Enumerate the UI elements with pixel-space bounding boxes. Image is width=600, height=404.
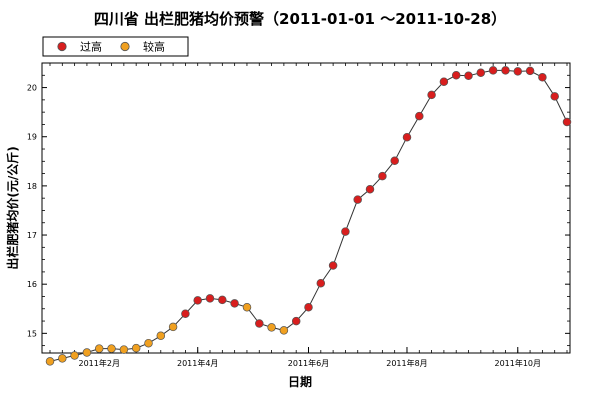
- data-point-high: [550, 92, 559, 101]
- y-axis-label: 出栏肥猪均价(元/公斤): [5, 146, 20, 269]
- y-tick-label: 18: [27, 182, 37, 191]
- data-point-mid: [156, 331, 166, 341]
- data-point-mid: [119, 345, 129, 354]
- data-point-high: [439, 77, 449, 86]
- x-tick-label: 2011年6月: [288, 358, 329, 368]
- data-point-mid: [45, 357, 55, 366]
- plot-frame: [41, 62, 571, 354]
- legend-marker-high: [57, 41, 67, 52]
- data-point-high: [341, 227, 350, 236]
- legend-label-high: 过高: [80, 40, 102, 54]
- data-point-high: [562, 117, 572, 127]
- data-point-mid: [82, 348, 92, 357]
- data-point-high: [451, 71, 461, 80]
- data-point-mid: [144, 338, 153, 348]
- chart-title: 四川省 出栏肥猪均价预警（2011-01-01 ～2011-10-28）: [94, 10, 506, 28]
- legend-label-mid: 较高: [143, 40, 165, 54]
- data-point-high: [291, 316, 301, 326]
- data-point-high: [501, 66, 510, 75]
- data-point-mid: [279, 326, 289, 335]
- x-tick-label: 2011年4月: [177, 358, 218, 368]
- data-point-high: [365, 185, 375, 194]
- data-point-high: [193, 296, 202, 305]
- price-series: [45, 66, 572, 366]
- data-point-mid: [168, 322, 178, 332]
- data-point-high: [205, 294, 215, 303]
- data-point-mid: [267, 323, 276, 332]
- data-point-high: [230, 299, 239, 308]
- legend: 过高 较高: [42, 36, 189, 57]
- data-point-mid: [70, 351, 79, 360]
- x-tick-label: 2011年8月: [386, 358, 427, 368]
- data-point-high: [255, 319, 264, 328]
- data-point-high: [181, 309, 190, 318]
- y-tick-label: 20: [27, 84, 37, 93]
- data-point-high: [415, 111, 424, 121]
- y-tick-label: 15: [27, 329, 37, 338]
- data-point-mid: [131, 343, 141, 353]
- data-point-mid: [94, 344, 104, 353]
- legend-marker-mid: [120, 41, 130, 52]
- data-point-high: [538, 73, 547, 82]
- x-axis-label: 日期: [288, 374, 312, 389]
- y-tick-label: 16: [27, 280, 37, 289]
- legend-box: [42, 36, 189, 57]
- y-axis: 15 16 17 18 19 20: [27, 62, 570, 347]
- data-point-high: [488, 66, 498, 75]
- y-tick-label: 19: [27, 133, 37, 142]
- data-point-high: [353, 195, 362, 204]
- data-point-high: [328, 261, 338, 270]
- data-point-high: [513, 67, 523, 76]
- x-tick-label: 2011年2月: [79, 358, 120, 368]
- data-point-high: [402, 132, 412, 142]
- data-point-high: [218, 295, 227, 305]
- data-point-high: [427, 90, 436, 100]
- data-point-high: [378, 171, 387, 181]
- data-point-high: [464, 71, 473, 81]
- y-tick-label: 17: [27, 231, 37, 240]
- x-tick-label: 2011年10月: [494, 358, 541, 368]
- data-point-mid: [58, 354, 67, 363]
- data-point-high: [525, 66, 535, 76]
- data-point-high: [476, 68, 486, 78]
- data-point-mid: [242, 303, 252, 312]
- data-point-high: [316, 278, 326, 288]
- data-point-mid: [107, 344, 116, 353]
- data-point-high: [304, 303, 313, 312]
- data-point-high: [390, 156, 399, 166]
